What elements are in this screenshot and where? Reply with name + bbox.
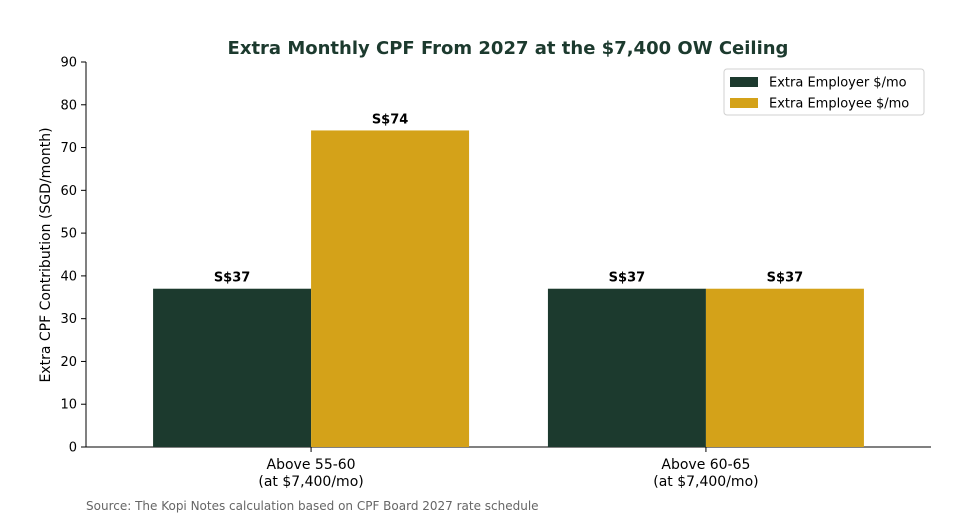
data-label: S$37	[767, 271, 804, 286]
y-tick-label: 80	[60, 98, 77, 113]
y-tick-label: 0	[69, 441, 77, 456]
x-tick-label: Above 55-60	[267, 457, 356, 473]
plot-area: 0 10 20 30 40 50 60 70 80 90 S$37 S$37 S$74 S$37 Above…	[60, 56, 931, 490]
y-axis-label: Extra CPF Contribution (SGD/month)	[38, 127, 54, 382]
y-tick-label: 30	[60, 312, 77, 327]
y-tick-label: 60	[60, 184, 77, 199]
legend-swatch	[730, 98, 758, 108]
x-tick-label: Above 60-65	[661, 457, 750, 473]
chart-title: Extra Monthly CPF From 2027 at the $7,40…	[228, 38, 789, 59]
y-tick-label: 10	[60, 398, 77, 413]
y-tick-label: 50	[60, 227, 77, 242]
bar-employer	[547, 288, 706, 447]
y-tick-label: 20	[60, 355, 77, 370]
y-tick-label: 70	[60, 141, 77, 156]
legend-label: Extra Employee $/mo	[769, 97, 909, 112]
data-label: S$74	[372, 112, 409, 127]
legend-swatch	[730, 77, 758, 87]
x-tick-label: (at $7,400/mo)	[653, 474, 758, 490]
y-tick-label: 40	[60, 269, 77, 284]
bar-employee	[311, 130, 470, 447]
data-label: S$37	[214, 271, 251, 286]
bar-employer	[153, 288, 312, 447]
data-label: S$37	[609, 271, 646, 286]
x-tick-label: (at $7,400/mo)	[258, 474, 363, 490]
bar-employee	[705, 288, 864, 447]
legend-label: Extra Employer $/mo	[769, 76, 907, 91]
legend-box	[723, 68, 925, 116]
y-tick-label: 90	[60, 56, 77, 71]
source-note: Source: The Kopi Notes calculation based…	[86, 499, 539, 513]
